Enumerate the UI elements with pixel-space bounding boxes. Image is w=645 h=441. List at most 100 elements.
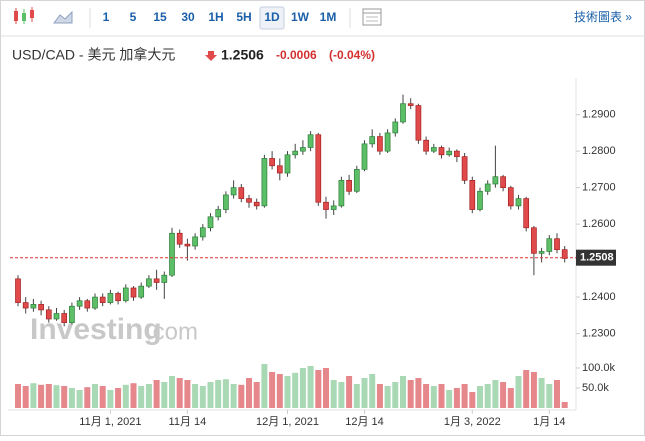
volume-bar [61,386,68,408]
volume-bar [407,380,414,408]
candle-icon[interactable] [14,7,34,24]
candle-body [515,198,522,207]
volume-bar [392,382,399,408]
table-icon[interactable] [362,8,382,26]
change-percent: (-0.04%) [329,48,375,62]
candle-body [115,293,121,302]
candle-body [461,156,468,181]
volume-bar [361,378,368,408]
y-tick-label: 1.2400 [582,291,616,303]
y-tick-label: 1.2900 [582,109,616,121]
volume-bar [253,382,260,408]
volume-bar [269,372,276,408]
volume-bar [230,384,237,408]
candle-body [253,201,260,207]
candle-body [192,236,198,247]
candle-body [384,132,391,152]
candle-body [122,287,129,302]
interval-button[interactable]: 30 [181,10,195,24]
volume-bar [315,370,322,408]
interval-button[interactable]: 1 [103,10,110,24]
volume-bar [107,390,114,408]
candle-body [292,150,299,156]
x-tick-label: 12月 14 [345,416,384,428]
volume-bar [184,380,191,408]
volume-bar [246,378,252,408]
candle-body [269,158,275,167]
volume-bar [276,374,283,408]
selected-interval-bg [259,6,285,30]
volume-bar [430,386,437,408]
candle-body [92,296,98,309]
candle-body [300,147,306,152]
volume-bar [477,386,483,408]
candle-body [446,150,453,156]
volume-tick-label: 50.0k [582,382,609,394]
volume-tick-label: 100.0k [582,362,616,374]
candle-body [407,103,414,106]
technical-chart-link[interactable]: 技術圖表 » [574,10,632,24]
volume-bar [161,382,168,408]
volume-bar [323,368,329,408]
candle-body [238,187,245,199]
candle-body [507,187,514,207]
candle-body [400,103,406,123]
volume-bar [130,383,137,408]
candle-body [246,198,252,203]
candle-body [30,304,37,309]
interval-button[interactable]: 5 [130,10,137,24]
volume-bar [446,390,453,408]
candle-body [161,274,168,283]
area-icon[interactable] [53,10,73,24]
interval-button[interactable]: 1M [320,10,337,24]
candle-body [531,227,537,254]
volume-bar [376,384,383,408]
interval-button[interactable]: 1H [208,10,223,24]
candle-body [323,201,329,210]
candle-body [454,150,460,157]
volume-bar [99,386,106,408]
candle-body [84,300,91,309]
volume-bar [192,384,199,408]
candle-body [169,232,175,276]
volume-bar [484,384,491,408]
candle-body [500,176,506,188]
candle-body [230,187,237,196]
volume-bar [346,376,353,408]
y-tick-label: 1.2700 [582,182,616,194]
volume-bar [523,370,530,408]
candle-body [369,136,376,145]
volume-bar [461,384,468,408]
candle-body [138,285,145,298]
volume-bar [423,384,430,408]
volume-bar [76,390,83,408]
volume-bar [384,386,391,408]
candle-body [546,238,553,252]
volume-bar [353,384,360,408]
interval-button[interactable]: 15 [153,10,167,24]
volume-bar [30,383,37,408]
volume-bar [207,382,214,408]
volume-bar [68,388,75,408]
candle-body [438,147,445,156]
x-tick-label: 1月 14 [533,416,565,428]
candle-body [69,305,75,323]
change: -0.0006 [276,48,317,62]
volume-bar [238,384,245,408]
interval-button[interactable]: 1W [291,10,310,24]
candle-body [315,134,322,203]
last-price-label: 1.2508 [580,252,614,264]
volume-bar [169,376,175,408]
candle-body [215,209,222,218]
candle-body [53,313,60,320]
volume-bar [330,380,337,408]
interval-button[interactable]: 1D [264,10,280,24]
interval-button[interactable]: 5H [236,10,251,24]
candle-body [353,169,360,192]
candle-body [99,296,106,303]
volume-bar [538,378,545,408]
volume-bar [438,384,445,408]
watermark-domain: .com [146,318,198,345]
candle-body [284,154,291,174]
